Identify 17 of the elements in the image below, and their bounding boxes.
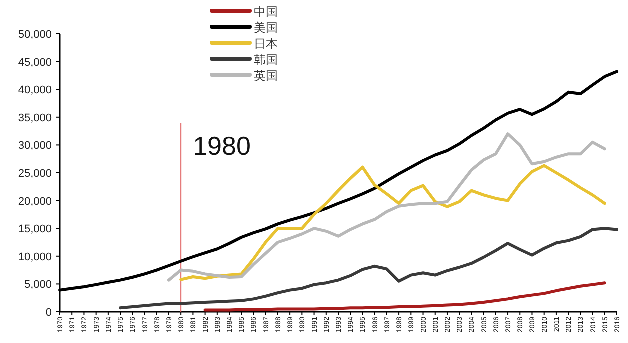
y-tick-label: 50,000 bbox=[18, 29, 52, 41]
y-tick-label: 30,000 bbox=[18, 140, 52, 152]
legend-label: 英国 bbox=[254, 69, 278, 83]
legend-label: 日本 bbox=[254, 37, 278, 51]
legend-label: 韩国 bbox=[254, 53, 278, 67]
y-tick-label: 35,000 bbox=[18, 112, 52, 124]
y-tick-label: 25,000 bbox=[18, 168, 52, 180]
ref-line-label: 1980 bbox=[193, 131, 251, 161]
y-tick-label: 5,000 bbox=[24, 279, 52, 292]
y-tick-label: 15,000 bbox=[18, 224, 52, 236]
y-tick-label: 0 bbox=[46, 307, 52, 319]
legend-label: 中国 bbox=[254, 5, 278, 19]
y-tick-label: 45,000 bbox=[18, 56, 52, 69]
y-tick-label: 20,000 bbox=[18, 196, 52, 208]
legend-label: 美国 bbox=[254, 21, 278, 35]
y-tick-label: 40,000 bbox=[18, 84, 52, 97]
y-tick-label: 10,000 bbox=[18, 251, 52, 264]
